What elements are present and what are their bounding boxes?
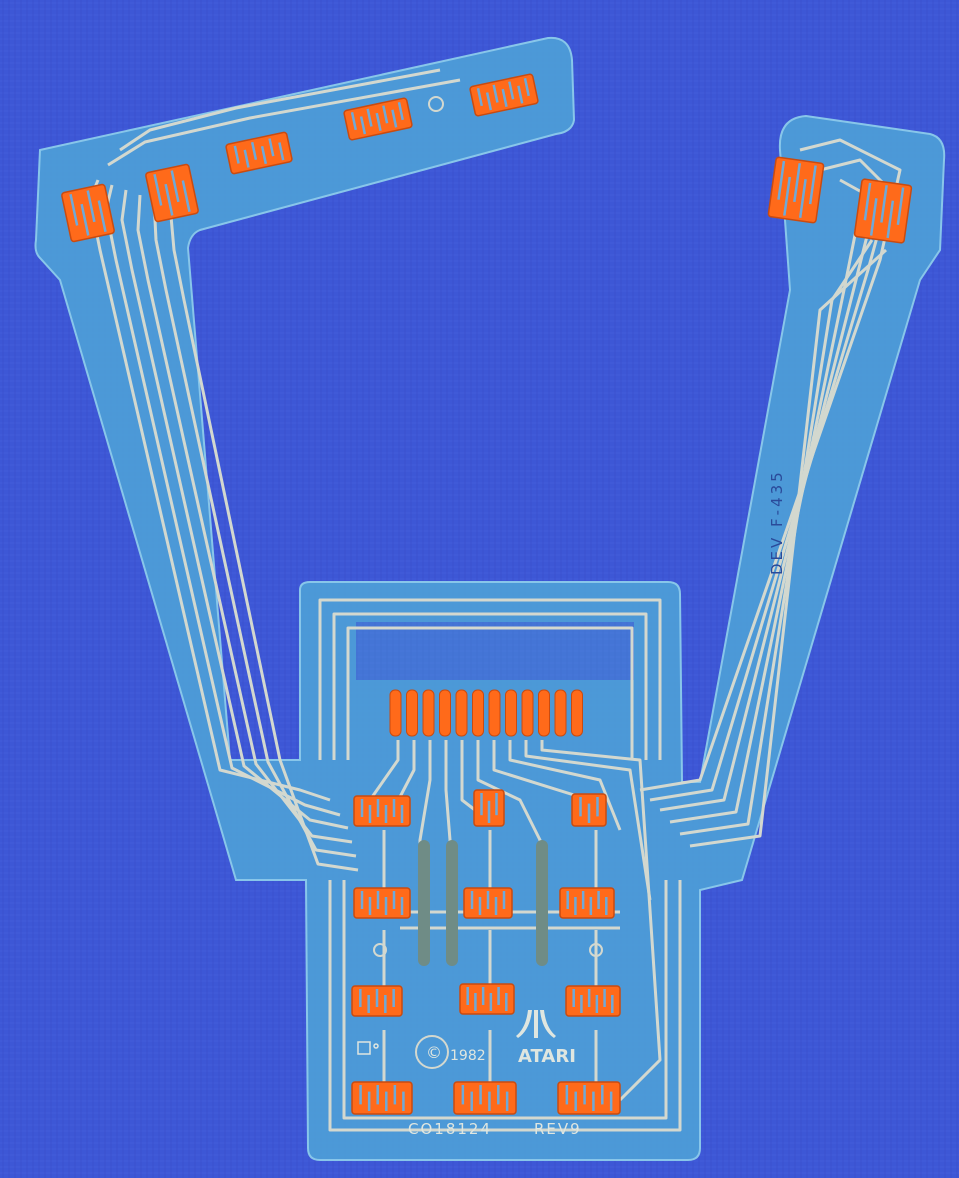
pad-row4-mid	[453, 1081, 517, 1115]
pad-row3-right	[565, 985, 621, 1017]
pad-arm-left-2	[145, 163, 199, 223]
contact-pads	[61, 73, 913, 1115]
pad-row1-right	[571, 793, 607, 827]
connector-finger	[406, 689, 418, 737]
pad-row4-left	[351, 1081, 413, 1115]
pad-row4-right	[557, 1081, 621, 1115]
pad-arm-left-1	[61, 183, 115, 243]
mounting-holes	[373, 96, 603, 1069]
part-number-label: CO18124	[408, 1120, 492, 1138]
edge-connector	[389, 689, 583, 737]
revision-label: REV9	[534, 1120, 582, 1138]
pad-arm-left-4	[343, 97, 413, 141]
pad-row1-left	[353, 795, 411, 827]
connector-finger	[389, 689, 402, 737]
connector-finger	[439, 689, 451, 737]
connector-finger	[505, 689, 517, 737]
connector-finger	[488, 689, 501, 737]
copyright-symbol: ©	[426, 1043, 442, 1062]
pad-row2-right	[559, 887, 615, 919]
connector-finger	[521, 689, 534, 737]
pad-arm-left-3	[225, 131, 293, 175]
connector-finger	[472, 689, 484, 737]
pad-row2-left	[353, 887, 411, 919]
connector-finger	[538, 689, 550, 737]
pad-row1-mid	[473, 789, 505, 827]
connector-finger	[422, 689, 435, 737]
carbon-shunts	[418, 840, 548, 966]
dev-code-label: DEV F-435	[768, 469, 786, 575]
connector-finger	[571, 689, 583, 737]
pad-row3-mid	[459, 983, 515, 1015]
ul-mark-icon	[357, 1041, 379, 1055]
connector-finger	[554, 689, 567, 737]
atari-logo-icon	[516, 1010, 556, 1038]
pad-arm-right-1	[767, 156, 825, 224]
pad-row2-mid	[463, 887, 513, 919]
brand-label: ATARI	[518, 1046, 576, 1067]
pad-row3-left	[351, 985, 403, 1017]
copyright-year: 1982	[450, 1048, 486, 1064]
pad-arm-right-2	[853, 178, 913, 244]
connector-finger	[455, 689, 468, 737]
pad-arm-left-5	[469, 73, 539, 117]
